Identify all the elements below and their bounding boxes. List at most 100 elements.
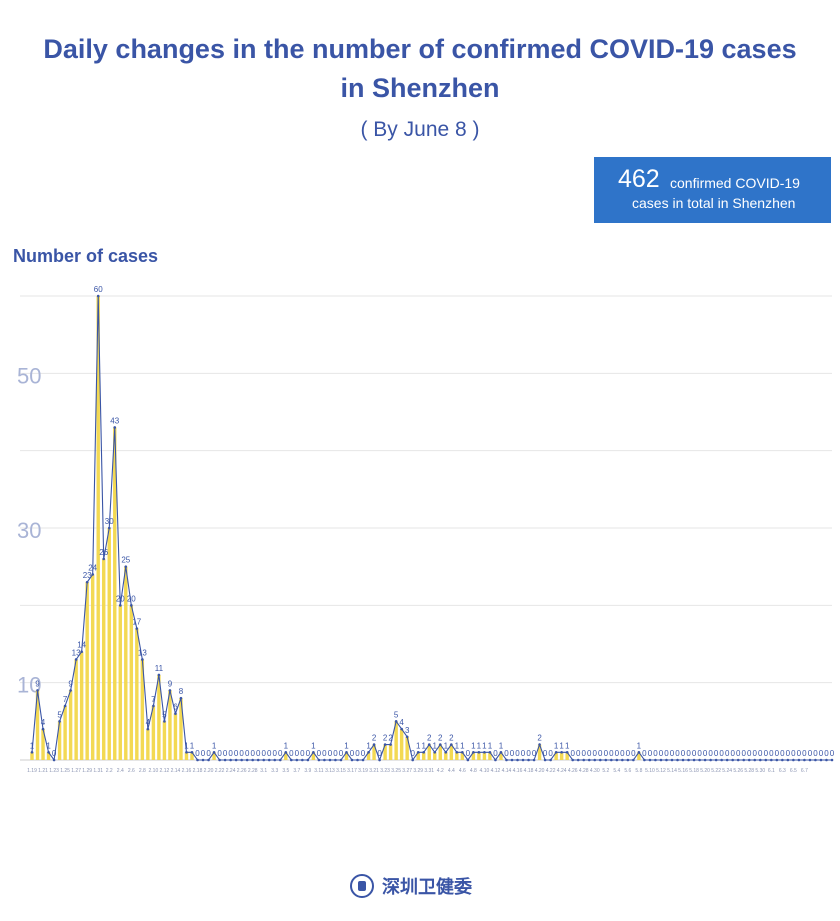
x-tick-label: 5.26 [733, 768, 743, 774]
data-label: 0 [609, 749, 614, 758]
data-point [593, 758, 597, 762]
data-label: 0 [813, 749, 818, 758]
bar [146, 729, 150, 760]
data-label: 0 [300, 749, 305, 758]
data-label: 1 [46, 741, 51, 750]
x-tick-label: 5.8 [635, 768, 642, 774]
data-label: 0 [543, 749, 548, 758]
data-point [483, 750, 486, 754]
x-tick-label: 1.19 [27, 768, 37, 774]
data-label: 0 [510, 749, 515, 758]
data-label: 0 [504, 749, 509, 758]
data-point [450, 743, 453, 746]
bar [96, 296, 100, 760]
data-point [262, 758, 266, 762]
x-tick-label: 3.21 [369, 768, 379, 774]
data-point [273, 758, 277, 762]
x-tick-label: 4.26 [568, 768, 578, 774]
bar [168, 690, 172, 760]
data-label: 0 [570, 749, 575, 758]
data-label: 1 [554, 741, 559, 750]
data-point [400, 727, 403, 731]
data-point [521, 758, 525, 762]
x-tick-label: 5.28 [744, 768, 754, 774]
data-label: 0 [581, 749, 586, 758]
data-point [576, 758, 580, 762]
x-tick-label: 4.8 [470, 768, 477, 774]
data-label: 0 [753, 749, 758, 758]
data-label: 0 [659, 749, 664, 758]
data-label: 26 [99, 548, 108, 557]
data-label: 0 [697, 749, 702, 758]
bar [559, 752, 564, 760]
data-point [383, 743, 387, 746]
data-label: 0 [786, 749, 791, 758]
x-tick-label: 4.4 [448, 768, 455, 774]
bar [85, 582, 89, 760]
data-label: 0 [377, 749, 382, 758]
data-point [135, 627, 139, 630]
bar [471, 752, 476, 760]
x-tick-label: 1.23 [49, 768, 59, 774]
x-tick-label: 2.4 [117, 768, 124, 774]
data-label: 1 [30, 741, 35, 750]
bar [311, 752, 316, 760]
bar [488, 752, 492, 760]
data-label: 1 [559, 741, 564, 750]
data-point [278, 758, 282, 762]
data-label: 1 [311, 741, 316, 750]
data-point [792, 758, 795, 762]
x-tick-label: 1.31 [93, 768, 103, 774]
data-point [725, 758, 729, 762]
data-label: 30 [105, 517, 114, 526]
data-point [742, 758, 746, 762]
x-tick-label: 3.19 [358, 768, 368, 774]
x-tick-label: 6.7 [801, 768, 808, 774]
data-point [251, 758, 254, 762]
data-label: 0 [521, 749, 526, 758]
data-point [290, 758, 293, 762]
data-point [405, 735, 409, 739]
bar [140, 659, 145, 760]
data-label: 0 [328, 749, 333, 758]
x-tick-label: 2.22 [215, 768, 225, 774]
data-point [427, 743, 431, 746]
data-label: 13 [72, 648, 81, 657]
x-tick-label: 5.16 [678, 768, 688, 774]
bar [438, 744, 442, 760]
data-label: 1 [455, 741, 460, 750]
data-point [85, 580, 89, 584]
data-point [488, 750, 492, 754]
data-label: 1 [284, 741, 289, 750]
data-label: 43 [110, 416, 119, 425]
data-point [163, 720, 166, 723]
data-label: 0 [548, 749, 553, 758]
data-point [394, 720, 398, 723]
data-point [461, 750, 464, 754]
x-tick-label: 3.15 [336, 768, 346, 774]
bar [482, 752, 487, 760]
x-tick-label: 4.6 [459, 768, 466, 774]
data-point [229, 758, 232, 762]
x-tick-label: 5.30 [755, 768, 765, 774]
data-label: 0 [201, 749, 206, 758]
data-point [676, 758, 679, 762]
data-point [339, 758, 343, 762]
data-label: 0 [747, 749, 752, 758]
data-point [267, 758, 271, 762]
data-label: 1 [184, 741, 189, 750]
data-point [141, 658, 144, 661]
data-label: 0 [250, 749, 255, 758]
data-label: 0 [648, 749, 653, 758]
x-tick-label: 5.14 [667, 768, 677, 774]
data-label: 0 [692, 749, 697, 758]
x-tick-label: 4.14 [502, 768, 512, 774]
data-label: 0 [217, 749, 222, 758]
data-label: 2 [537, 734, 542, 743]
bar [399, 729, 404, 760]
data-label: 0 [289, 749, 294, 758]
data-label: 0 [322, 749, 327, 758]
data-point [681, 758, 685, 762]
data-point [626, 758, 630, 762]
x-tick-label: 4.20 [535, 768, 545, 774]
